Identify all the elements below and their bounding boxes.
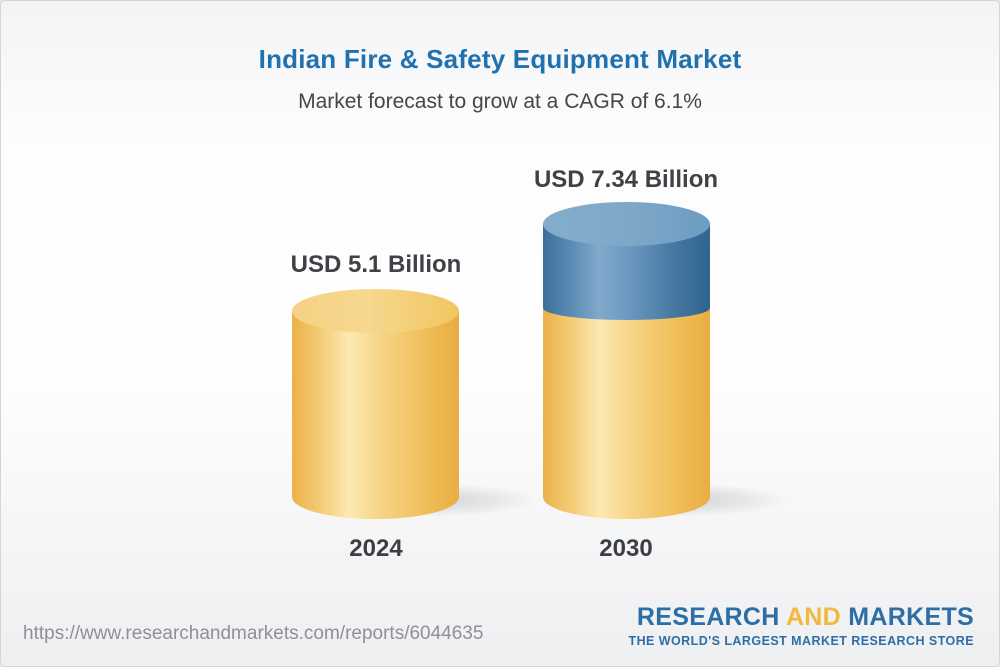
logo-wordmark: RESEARCH AND MARKETS [628,605,974,630]
chart-subtitle: Market forecast to grow at a CAGR of 6.1… [298,90,702,113]
value-label-2024: USD 5.1 Billion [290,251,462,278]
bar-2030 [543,202,710,519]
bar-2030-growth-segment [543,224,710,320]
chart-title: Indian Fire & Safety Equipment Market [258,44,742,74]
bar-2030-base-segment [543,301,710,519]
logo-word-research: RESEARCH [636,603,780,631]
logo-tagline: THE WORLD'S LARGEST MARKET RESEARCH STOR… [628,634,974,648]
logo-word-and: AND [785,603,842,631]
logo-word-markets: MARKETS [848,603,974,631]
bar-2030-top-face [543,202,710,246]
year-label-2024: 2024 [349,535,403,562]
bar-2024-top-face [292,289,459,333]
year-label-2030: 2030 [599,535,653,562]
value-label-2030: USD 7.34 Billion [533,166,719,193]
bar-2024 [292,289,459,519]
bar-2024-body [292,311,459,519]
report-url: https://www.researchandmarkets.com/repor… [23,623,484,644]
research-and-markets-logo: RESEARCH AND MARKETS THE WORLD'S LARGEST… [628,605,974,648]
